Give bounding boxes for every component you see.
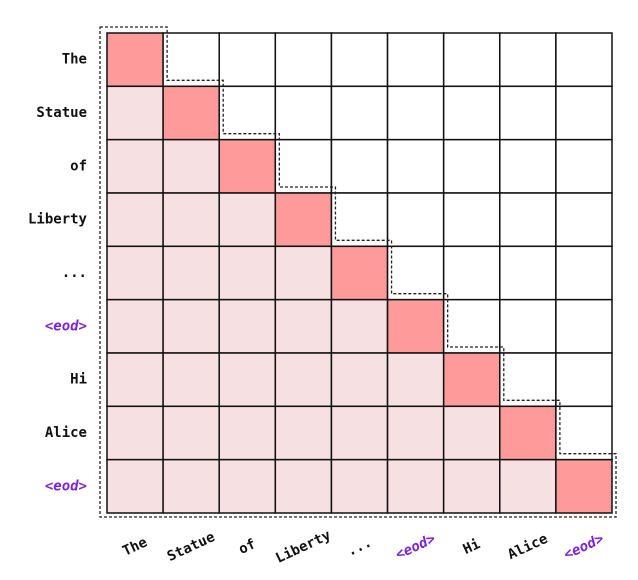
mask-cell [499,32,557,88]
mask-cell [106,458,164,514]
mask-cell [442,352,501,408]
mask-cell [330,85,389,141]
mask-cell [442,245,501,301]
mask-cell [106,138,164,194]
mask-cell [162,458,220,514]
mask-cell [499,192,557,248]
mask-cell [555,192,613,248]
mask-cell [274,458,333,514]
column-label: Hi [461,536,483,558]
mask-cell [274,405,333,461]
mask-cell [442,458,501,514]
mask-cell [218,245,277,301]
mask-cell [218,458,277,514]
mask-cell [162,298,220,354]
mask-cell [555,245,613,301]
mask-cell [499,298,557,354]
mask-cell [218,85,277,141]
row-label: Statue [36,105,87,121]
mask-cell [218,298,277,354]
mask-cell [106,405,164,461]
mask-cell [386,85,445,141]
mask-cell [330,138,389,194]
row-label: Alice [45,425,87,441]
mask-cell [386,138,445,194]
mask-cell [499,458,557,514]
mask-cell [330,298,389,354]
mask-cell [499,245,557,301]
mask-cell [162,352,220,408]
mask-cell [330,245,389,301]
mask-cell [162,32,220,88]
mask-cell [106,245,164,301]
mask-cell [330,32,389,88]
mask-cell [162,405,220,461]
mask-cell [386,352,445,408]
mask-cell [499,138,557,194]
grid [99,26,617,518]
row-label: Liberty [28,212,88,228]
mask-cell [162,245,220,301]
mask-cell [274,85,333,141]
mask-cell [162,192,220,248]
mask-cell [442,138,501,194]
mask-cell [555,405,613,461]
mask-cell [330,352,389,408]
mask-cell [555,298,613,354]
row-label: of [70,158,87,174]
mask-cell [442,85,501,141]
mask-cell [218,405,277,461]
row-label: <eod> [45,478,87,494]
mask-cell [386,298,445,354]
mask-cell [218,32,277,88]
mask-cell [330,192,389,248]
mask-cell [106,192,164,248]
mask-cell [386,192,445,248]
mask-cell [106,298,164,354]
mask-cell [274,32,333,88]
mask-cell [499,85,557,141]
mask-cell [386,405,445,461]
mask-cell [218,138,277,194]
mask-cell [106,32,164,88]
mask-cell [162,85,220,141]
mask-cell [106,85,164,141]
mask-cell [499,352,557,408]
mask-cell [330,458,389,514]
mask-cell [274,352,333,408]
mask-cell [218,192,277,248]
mask-cell [442,192,501,248]
mask-cell [386,32,445,88]
mask-cell [386,245,445,301]
mask-cell [555,138,613,194]
mask-cell [386,458,445,514]
mask-cell [555,32,613,88]
column-label: of [236,536,258,558]
row-label: Hi [70,372,87,388]
mask-cell [442,298,501,354]
mask-cell [442,405,501,461]
mask-cell [274,138,333,194]
mask-cell [330,405,389,461]
mask-cell [274,298,333,354]
mask-cell [555,85,613,141]
row-label: ... [62,265,87,281]
mask-cell [162,138,220,194]
mask-cell [274,245,333,301]
mask-cell [106,352,164,408]
mask-cell [555,352,613,408]
mask-cell [274,192,333,248]
mask-cell [555,458,613,514]
row-label: <eod> [45,318,87,334]
mask-cell [499,405,557,461]
mask-cell [442,32,501,88]
mask-cell [218,352,277,408]
row-label: The [62,52,87,68]
